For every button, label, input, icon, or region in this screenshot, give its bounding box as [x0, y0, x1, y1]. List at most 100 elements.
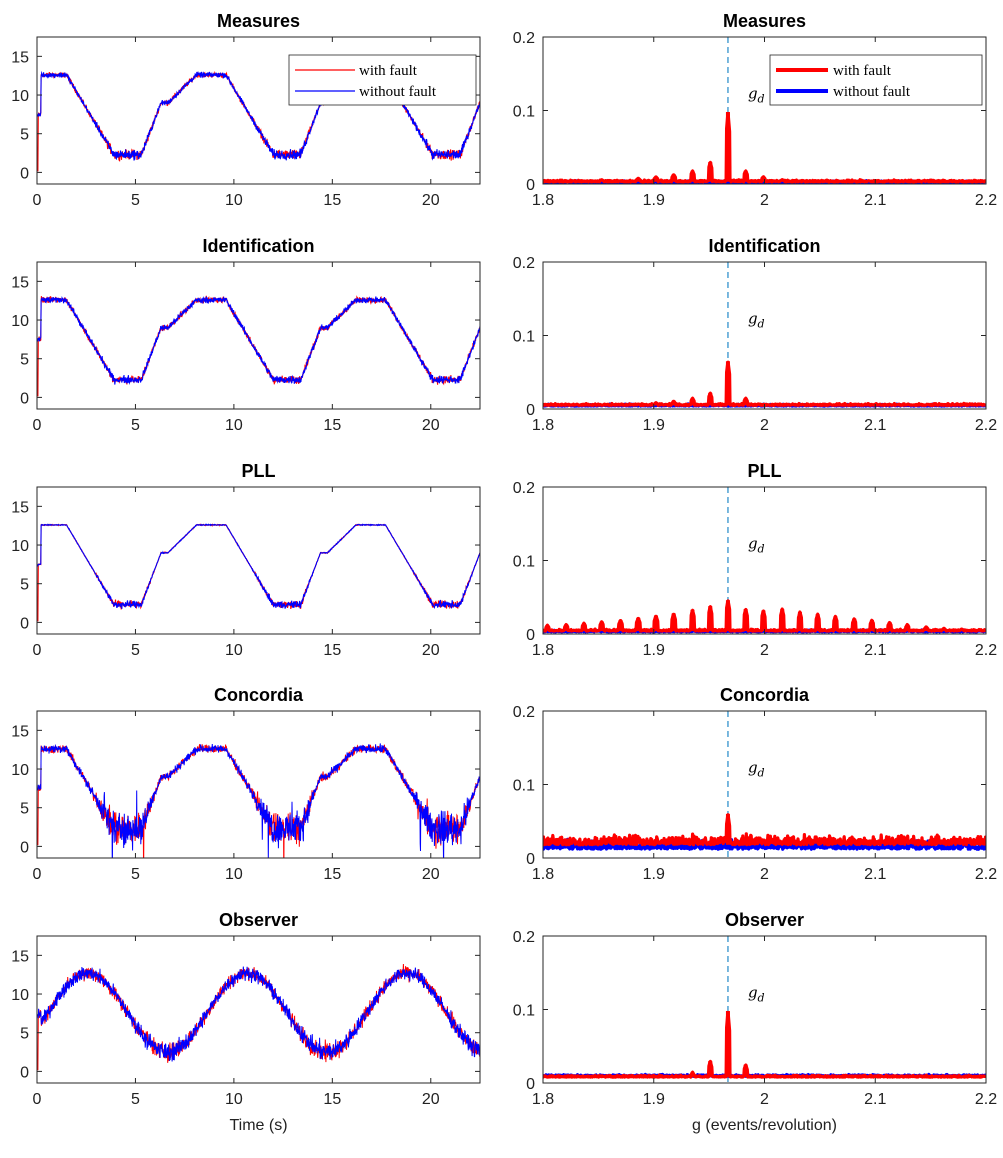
y-tick-label: 0.1 — [513, 554, 535, 571]
x-tick-label: 10 — [225, 642, 243, 659]
y-tick-label: 5 — [20, 352, 29, 369]
y-tick-label: 5 — [20, 801, 29, 818]
series-line-with-fault — [543, 813, 986, 847]
x-tick-label: 2.2 — [975, 192, 997, 209]
plot-area — [37, 963, 480, 1071]
y-tick-label: 0.2 — [513, 929, 535, 946]
plot-area — [37, 743, 480, 858]
chart-title: Concordia — [214, 685, 304, 705]
x-tick-label: 0 — [33, 192, 42, 209]
x-tick-label: 2.2 — [975, 417, 997, 434]
gd-label: gd — [748, 85, 765, 106]
chart-title: Concordia — [720, 685, 810, 705]
y-tick-label: 15 — [11, 274, 29, 291]
chart-time-observer: Observer 0 5 10 15 20 0 5 10 15 Time (s) — [11, 910, 481, 1134]
plot-area — [543, 936, 986, 1083]
x-tick-label: 10 — [225, 417, 243, 434]
chart-spectrum-observer: Observer gd 1.8 1.9 2 2.1 2.2 0 0.1 0.2 g (events/… — [513, 910, 997, 1134]
x-tick-label: 2 — [760, 192, 769, 209]
y-tick-label: 15 — [11, 499, 29, 516]
y-tick-label: 0 — [526, 1076, 535, 1093]
chart-spectrum-measures: Measures gd 1.8 1.9 2 2.1 2.2 0 0.1 0.2 with fault… — [513, 11, 997, 209]
y-tick-label: 0.1 — [513, 1003, 535, 1020]
chart-spectrum-concordia: Concordia gd 1.8 1.9 2 2.1 2.2 0 0.1 0.2 — [513, 685, 997, 883]
y-tick-label: 0.1 — [513, 778, 535, 795]
legend-box — [288, 54, 477, 106]
x-tick-label: 1.9 — [643, 192, 665, 209]
plot-area — [37, 70, 480, 172]
gd-label: gd — [748, 535, 765, 556]
x-tick-label: 10 — [225, 1091, 243, 1108]
chart-title: Observer — [725, 910, 804, 930]
x-tick-label: 1.9 — [643, 1091, 665, 1108]
y-tick-label: 10 — [11, 762, 29, 779]
x-tick-label: 1.8 — [532, 866, 554, 883]
axes-frame — [36, 36, 481, 185]
x-tick-label: 2.1 — [864, 1091, 886, 1108]
x-tick-label: 5 — [131, 642, 140, 659]
legend-box — [769, 54, 983, 106]
legend-label-without-fault: without fault — [359, 84, 437, 100]
x-tick-label: 2.2 — [975, 642, 997, 659]
x-axis-label: g (events/revolution) — [692, 1117, 837, 1134]
chart-title: Measures — [723, 11, 806, 31]
chart-time-identification: Identification 0 5 10 15 20 0 5 10 15 — [11, 236, 481, 434]
chart-time-concordia: Concordia 0 5 10 15 20 0 5 10 15 — [11, 685, 481, 883]
x-tick-label: 2.2 — [975, 866, 997, 883]
chart-title: Identification — [709, 236, 821, 256]
x-tick-label: 10 — [225, 866, 243, 883]
plot-area — [543, 37, 986, 184]
x-tick-label: 0 — [33, 1091, 42, 1108]
y-tick-label: 0.1 — [513, 329, 535, 346]
x-tick-label: 15 — [323, 866, 341, 883]
y-tick-label: 0.1 — [513, 104, 535, 121]
legend-label-with-fault: with fault — [833, 63, 892, 79]
chart-spectrum-identification: Identification gd 1.8 1.9 2 2.1 2.2 0 0.1 0.2 — [513, 236, 997, 434]
plot-area — [37, 523, 480, 622]
x-tick-label: 2 — [760, 417, 769, 434]
x-tick-label: 15 — [323, 1091, 341, 1108]
series-line-without-fault — [37, 743, 480, 858]
x-tick-label: 1.9 — [643, 417, 665, 434]
y-tick-label: 0 — [20, 839, 29, 856]
series-line-with-fault — [543, 1010, 986, 1079]
y-tick-label: 0 — [20, 615, 29, 632]
x-tick-label: 20 — [422, 1091, 440, 1108]
y-tick-label: 15 — [11, 49, 29, 66]
y-tick-label: 0 — [526, 402, 535, 419]
y-tick-label: 0 — [20, 390, 29, 407]
x-tick-label: 10 — [225, 192, 243, 209]
x-tick-label: 1.8 — [532, 642, 554, 659]
x-tick-label: 20 — [422, 192, 440, 209]
series-line-without-fault — [37, 295, 480, 385]
y-tick-label: 15 — [11, 948, 29, 965]
x-tick-label: 20 — [422, 642, 440, 659]
y-tick-label: 0 — [526, 851, 535, 868]
y-tick-label: 0 — [526, 627, 535, 644]
x-tick-label: 20 — [422, 417, 440, 434]
x-tick-label: 2.1 — [864, 417, 886, 434]
y-tick-label: 5 — [20, 577, 29, 594]
x-tick-label: 0 — [33, 642, 42, 659]
gd-label: gd — [748, 984, 765, 1005]
y-tick-label: 0 — [20, 1064, 29, 1081]
y-tick-label: 5 — [20, 127, 29, 144]
x-tick-label: 20 — [422, 866, 440, 883]
gd-label: gd — [748, 759, 765, 780]
x-tick-label: 5 — [131, 866, 140, 883]
x-tick-label: 5 — [131, 1091, 140, 1108]
x-tick-label: 5 — [131, 192, 140, 209]
x-tick-label: 2 — [760, 1091, 769, 1108]
series-line-without-fault — [37, 70, 480, 161]
chart-title: Identification — [203, 236, 315, 256]
y-tick-label: 0.2 — [513, 704, 535, 721]
legend-label-with-fault: with fault — [359, 63, 418, 79]
x-tick-label: 2.1 — [864, 642, 886, 659]
x-tick-label: 2.1 — [864, 866, 886, 883]
y-tick-label: 10 — [11, 538, 29, 555]
axes-frame — [36, 261, 481, 410]
y-tick-label: 5 — [20, 1026, 29, 1043]
y-tick-label: 0 — [20, 165, 29, 182]
chart-spectrum-pll: PLL gd 1.8 1.9 2 2.1 2.2 0 0.1 0.2 — [513, 461, 997, 659]
